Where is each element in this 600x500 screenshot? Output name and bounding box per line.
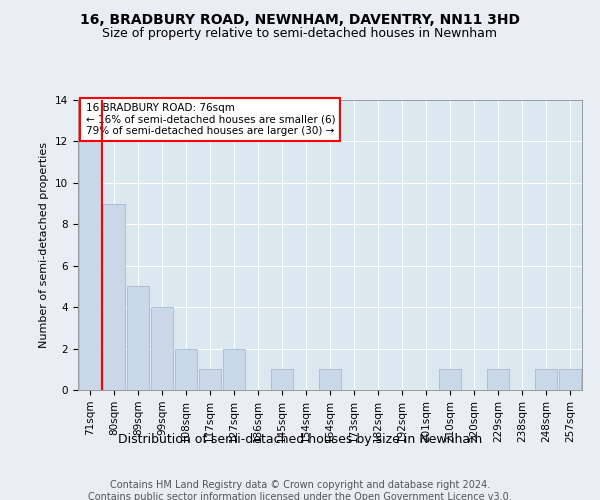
Y-axis label: Number of semi-detached properties: Number of semi-detached properties bbox=[40, 142, 49, 348]
Bar bbox=[535, 370, 557, 390]
Bar bbox=[559, 370, 581, 390]
Bar bbox=[223, 348, 245, 390]
Bar bbox=[175, 348, 197, 390]
Text: Contains HM Land Registry data © Crown copyright and database right 2024.
Contai: Contains HM Land Registry data © Crown c… bbox=[88, 480, 512, 500]
Bar bbox=[319, 370, 341, 390]
Bar bbox=[151, 307, 173, 390]
Bar bbox=[79, 142, 101, 390]
Bar bbox=[439, 370, 461, 390]
Bar bbox=[127, 286, 149, 390]
Text: Distribution of semi-detached houses by size in Newnham: Distribution of semi-detached houses by … bbox=[118, 432, 482, 446]
Text: 16 BRADBURY ROAD: 76sqm
← 16% of semi-detached houses are smaller (6)
79% of sem: 16 BRADBURY ROAD: 76sqm ← 16% of semi-de… bbox=[86, 103, 335, 136]
Bar bbox=[487, 370, 509, 390]
Bar bbox=[199, 370, 221, 390]
Bar bbox=[271, 370, 293, 390]
Text: Size of property relative to semi-detached houses in Newnham: Size of property relative to semi-detach… bbox=[103, 28, 497, 40]
Bar bbox=[103, 204, 125, 390]
Text: 16, BRADBURY ROAD, NEWNHAM, DAVENTRY, NN11 3HD: 16, BRADBURY ROAD, NEWNHAM, DAVENTRY, NN… bbox=[80, 12, 520, 26]
